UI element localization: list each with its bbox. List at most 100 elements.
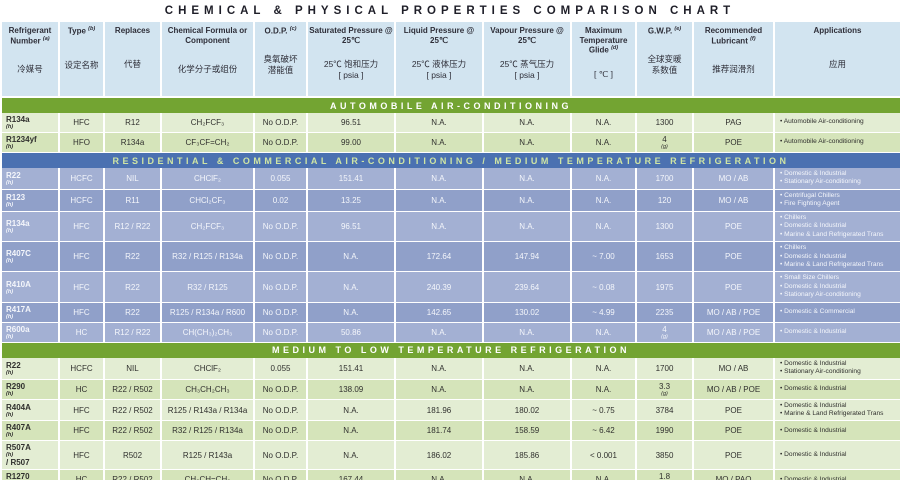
footnote-marker: (f) <box>750 35 756 42</box>
cell-vapour-pressure: N.A. <box>484 379 572 399</box>
table-row: R134a (h) HFC R12 / R22 CH₂FCF₃ No O.D.P. 96.… <box>2 211 900 243</box>
cell-refrigerant-number: R123 (h) <box>2 189 60 211</box>
cell-applications: • Chillers • Domestic & Industrial • Marin… <box>775 211 900 242</box>
cell-vapour-pressure: N.A. <box>484 211 572 242</box>
column-header-zh: 推荐润滑剂 <box>712 64 755 75</box>
cell-refrigerant-number: R407A (h) <box>2 421 60 441</box>
cell-type: HFC <box>60 113 105 132</box>
cell-type: HCFC <box>60 189 105 211</box>
cell-applications: • Domestic & Industrial <box>775 421 900 441</box>
cell-temperature-glide: ~ 0.75 <box>572 399 637 421</box>
cell-applications: • Domestic & Industrial <box>775 441 900 470</box>
footnote-marker: (h) <box>6 258 14 265</box>
application-item: • Stationary Air-conditioning <box>780 368 861 376</box>
cell-type: HFC <box>60 421 105 441</box>
cell-type: HFC <box>60 302 105 322</box>
application-item: • Stationary Air-conditioning <box>780 291 861 299</box>
header-row: Refrigerant Number (a) 冷媒号 Type (b) 设定名称 Rep… <box>2 22 900 96</box>
cell-vapour-pressure: 158.59 <box>484 421 572 441</box>
cell-lubricant: MO / AB <box>694 357 775 379</box>
cell-refrigerant-number: R410A (h) <box>2 272 60 302</box>
cell-lubricant: MO / AB / POE <box>694 302 775 322</box>
column-header-en: Recommended Lubricant (f) <box>704 26 763 46</box>
column-header-zh: 化学分子或组份 <box>177 64 238 75</box>
cell-refrigerant-number: R417A (h) <box>2 302 60 322</box>
cell-temperature-glide: ~ 0.08 <box>572 272 637 302</box>
footnote-marker: (h) <box>6 288 14 295</box>
cell-type: HFO <box>60 133 105 152</box>
cell-applications: • Domestic & Industrial <box>775 470 900 480</box>
table-row: R22 (h) HCFC NIL CHClF₂ 0.055 151.41 N.A. N.A. N… <box>2 357 900 380</box>
cell-gwp: 3784 <box>637 399 694 421</box>
cell-temperature-glide: N.A. <box>572 470 637 480</box>
column-header-en: Type (b) <box>67 26 96 36</box>
cell-lubricant: MO / AB / POE <box>694 379 775 399</box>
cell-liquid-pressure: N.A. <box>396 189 484 211</box>
cell-vapour-pressure: N.A. <box>484 168 572 189</box>
cell-formula: R125 / R143a <box>162 441 255 470</box>
footnote-marker: (e) <box>674 26 682 32</box>
table-body: AUTOMOBILE AIR-CONDITIONING R134a (h) HFC R… <box>2 98 900 480</box>
cell-replaces: R22 / R502 <box>105 399 162 421</box>
table-row: R22 (h) HCFC NIL CHClF₂ 0.055 151.41 N.A. N.A. N… <box>2 168 900 190</box>
footnote-marker: (c) <box>289 26 297 32</box>
application-item: • Domestic & Industrial <box>780 401 847 409</box>
footnote-marker: (h) <box>6 369 14 376</box>
footnote-marker: (h) <box>6 313 14 320</box>
cell-odp: 0.055 <box>255 168 308 189</box>
column-header-zh: 全球变暖 系数值 <box>647 54 682 76</box>
cell-lubricant: POE <box>694 133 775 152</box>
cell-gwp: 1700 <box>637 168 694 189</box>
footnote-marker: (h) <box>6 227 14 234</box>
cell-temperature-glide: N.A. <box>572 357 637 379</box>
cell-temperature-glide: < 0.001 <box>572 441 637 470</box>
cell-applications: • Domestic & Industrial • Stationary Air-… <box>775 357 900 379</box>
footnote-marker: (h) <box>6 432 14 439</box>
cell-formula: CF₃CF=CH₂ <box>162 133 255 152</box>
footnote-marker: (a) <box>42 35 50 42</box>
cell-lubricant: POE <box>694 441 775 470</box>
cell-replaces: NIL <box>105 357 162 379</box>
footnote-marker: (g) <box>661 390 668 397</box>
column-header: O.D.P. (c) 臭氧破坏 潜能值 <box>255 22 308 96</box>
column-header-en: O.D.P. (c) <box>264 26 297 36</box>
application-item: • Centrifugal Chillers <box>780 191 840 199</box>
properties-table: Refrigerant Number (a) 冷媒号 Type (b) 设定名称 Rep… <box>0 22 900 480</box>
cell-odp: No O.D.P. <box>255 322 308 342</box>
cell-gwp: 1653 <box>637 242 694 272</box>
application-item: • Small Size Chillers <box>780 274 840 282</box>
cell-applications: • Domestic & Industrial • Stationary Air-… <box>775 168 900 189</box>
cell-odp: No O.D.P. <box>255 113 308 132</box>
cell-saturated-pressure: 13.25 <box>308 189 396 211</box>
column-header-en: Replaces <box>114 26 151 35</box>
cell-lubricant: POE <box>694 272 775 302</box>
cell-liquid-pressure: N.A. <box>396 133 484 152</box>
column-header: Chemical Formula or Component 化学分子或组份 <box>162 22 255 96</box>
table-row: R417A (h) HFC R22 R125 / R134a / R600 No O.D… <box>2 302 900 323</box>
footnote-marker: (h) <box>6 144 14 150</box>
table-row: R123 (h) HCFC R11 CHCl₂CF₃ 0.02 13.25 N.A. N.A.… <box>2 189 900 212</box>
application-item: • Automobile Air-conditioning <box>780 138 864 146</box>
application-item: • Domestic & Industrial <box>780 170 847 177</box>
cell-odp: No O.D.P. <box>255 272 308 302</box>
column-header-en: Applications <box>813 26 862 35</box>
cell-type: HC <box>60 379 105 399</box>
section-bar: AUTOMOBILE AIR-CONDITIONING <box>2 98 900 113</box>
column-header-zh: 代替 <box>123 59 141 70</box>
cell-gwp: 3.3 (g) <box>637 379 694 399</box>
cell-temperature-glide: ~ 4.99 <box>572 302 637 322</box>
cell-gwp: 2235 <box>637 302 694 322</box>
column-header: G.W.P. (e) 全球变暖 系数值 <box>637 22 694 96</box>
cell-saturated-pressure: 50.86 <box>308 322 396 342</box>
column-header: Type (b) 设定名称 <box>60 22 105 96</box>
cell-replaces: R12 / R22 <box>105 322 162 342</box>
cell-replaces: R22 <box>105 302 162 322</box>
cell-lubricant: PAG <box>694 113 775 132</box>
table-row: R290 (h) HC R22 / R502 CH₃CH₂CH₃ No O.D.P. 13… <box>2 379 900 400</box>
cell-vapour-pressure: 185.86 <box>484 441 572 470</box>
cell-liquid-pressure: 142.65 <box>396 302 484 322</box>
cell-type: HFC <box>60 211 105 242</box>
cell-refrigerant-number: R134a (h) <box>2 211 60 242</box>
